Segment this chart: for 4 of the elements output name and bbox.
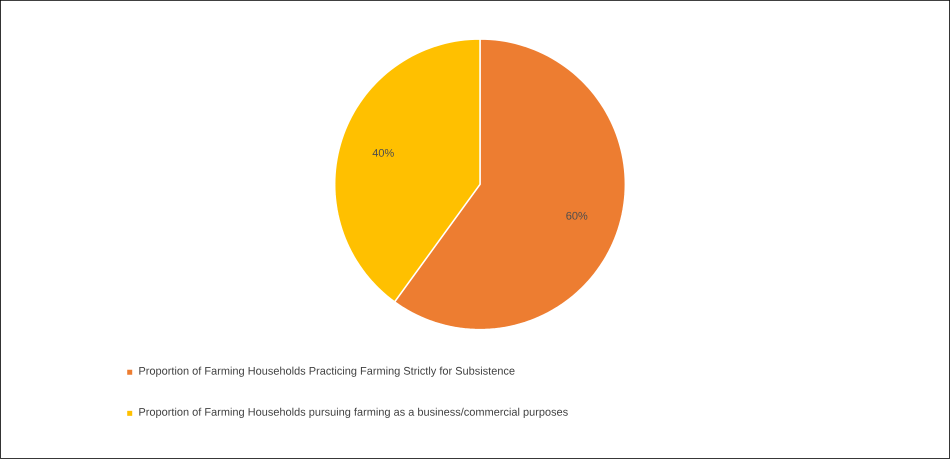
data-label: 40% (372, 149, 394, 157)
legend-label: Proportion of Farming Households pursuing farming as a business/commercial purposes (139, 408, 568, 418)
legend-label: Proportion of Farming Households Practicing Farming Strictly for Subsistence (139, 366, 515, 377)
data-label: 60% (566, 212, 588, 220)
